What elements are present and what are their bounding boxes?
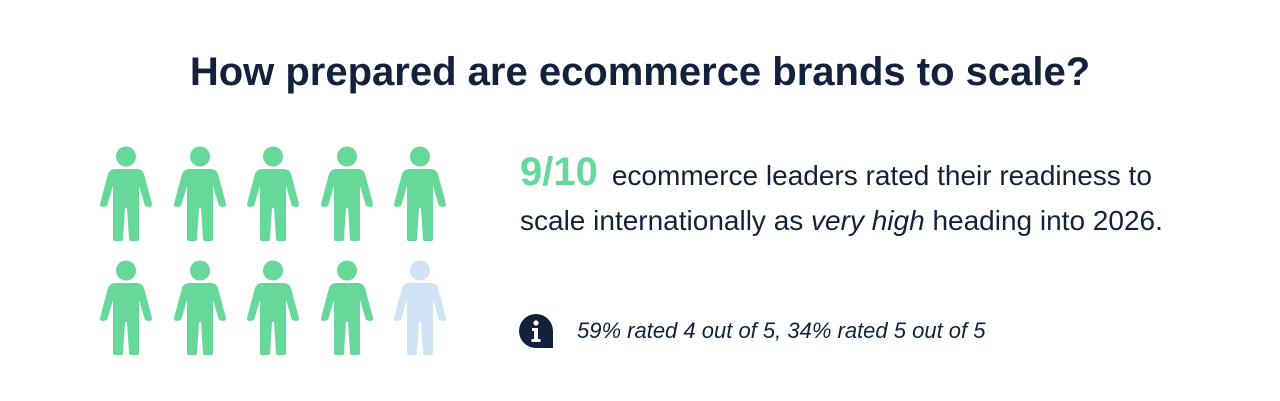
stat-text-before: ecommerce leaders rated their readiness … xyxy=(520,160,1152,236)
person-icon xyxy=(173,260,226,355)
person-icon xyxy=(247,260,299,355)
person-icon xyxy=(320,146,373,241)
person-icon xyxy=(100,146,152,241)
people-grid xyxy=(100,146,446,356)
page-title: How prepared are ecommerce brands to sca… xyxy=(189,50,1091,94)
stat-text-after: heading into 2026. xyxy=(924,205,1163,236)
person-icon xyxy=(394,146,446,241)
person-icon xyxy=(100,260,152,355)
person-icon xyxy=(173,146,226,241)
person-icon xyxy=(394,260,446,355)
person-icon xyxy=(320,260,373,355)
person-icon xyxy=(247,146,299,241)
info-icon xyxy=(519,314,553,348)
stat-value: 9/10 xyxy=(520,150,598,194)
note: 59% rated 4 out of 5, 34% rated 5 out of… xyxy=(519,314,986,348)
stat-emphasis: very high xyxy=(811,205,925,236)
stat-text: 9/10 ecommerce leaders rated their readin… xyxy=(520,150,1220,243)
note-text: 59% rated 4 out of 5, 34% rated 5 out of… xyxy=(577,318,986,343)
